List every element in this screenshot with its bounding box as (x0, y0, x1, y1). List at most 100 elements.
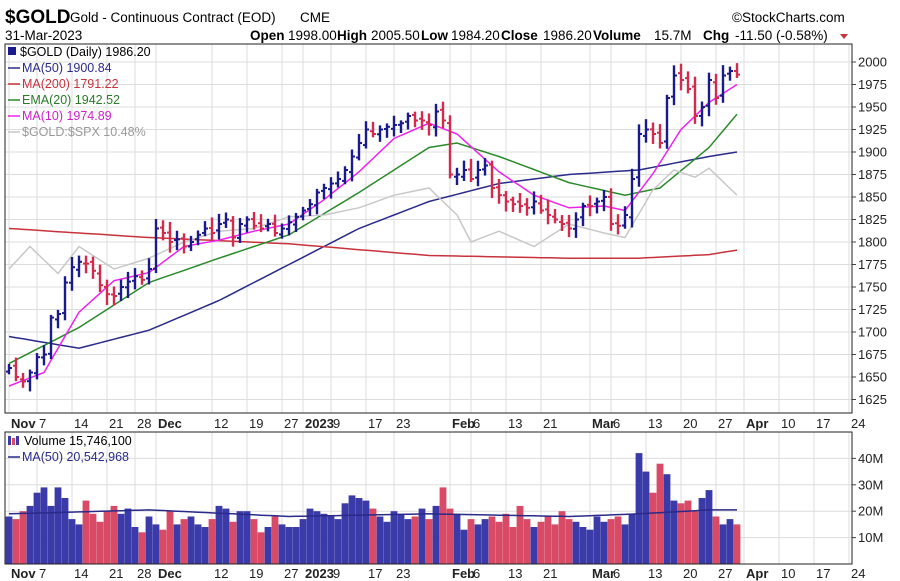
ohlc-bar (160, 220, 166, 241)
volume-bar (271, 516, 279, 564)
volume-bar (278, 524, 286, 564)
ema20-line (8, 113, 738, 365)
ohlc-bar (398, 120, 404, 134)
low-label: Low (421, 28, 448, 43)
price-x-tick-label: 24 (851, 416, 865, 431)
ohlc-bar (671, 65, 677, 106)
volume-bar (586, 529, 594, 564)
volume-bar (565, 519, 573, 564)
price-x-tick-label: 9 (333, 416, 340, 431)
open-label: Open (250, 28, 285, 43)
volume-bar (264, 527, 272, 564)
volume-label: Volume (593, 28, 641, 43)
volume-bar (691, 511, 699, 564)
volume-x-tick-label: 21 (109, 566, 123, 581)
volume-x-tick-label: 6 (473, 566, 480, 581)
volume-bar (502, 513, 510, 564)
ohlc-bar (223, 212, 229, 228)
ohlc-bar (272, 214, 278, 237)
price-x-tick-label: 13 (648, 416, 662, 431)
ohlc-bar (692, 76, 698, 124)
ohlc-bar (454, 167, 460, 186)
ohlc-bar (307, 199, 313, 216)
volume-bar (306, 508, 314, 564)
price-x-tick-label: 17 (816, 416, 830, 431)
price-x-tick-label: 21 (543, 416, 557, 431)
legend-item-ma50: MA(50) 1900.84 (22, 61, 112, 75)
price-y-tick-label: 1700 (858, 325, 887, 340)
ohlc-bar (314, 188, 320, 215)
ohlc-bar (664, 94, 670, 149)
volume-bar (481, 519, 489, 564)
high-label: High (337, 28, 367, 43)
ohlc-bar (55, 309, 61, 329)
volume-x-tick-label: Mar (592, 566, 615, 581)
open-value: 1998.00 (288, 28, 337, 43)
price-y-tick-label: 1750 (858, 280, 887, 295)
down-arrow-icon (840, 34, 848, 39)
legend-item-ratio: $GOLD:$SPX 10.48% (22, 125, 146, 139)
price-y-tick-label: 1925 (858, 122, 887, 137)
ohlc-bar (699, 101, 705, 127)
volume-x-tick-label: 27 (718, 566, 732, 581)
low-value: 1984.20 (451, 28, 500, 43)
ohlc-bar (489, 160, 495, 199)
ohlc-bar (258, 214, 264, 233)
price-x-tick-label: Mar (592, 416, 615, 431)
ohlc-bar (174, 230, 180, 251)
price-bars (6, 63, 740, 392)
price-y-axis: 1625 1650 1675 1700 1725 1750 1775 1800 1825 1850… (852, 55, 887, 407)
price-y-tick-label: 1825 (858, 212, 887, 227)
ohlc-bar (251, 211, 257, 230)
price-x-tick-label: 19 (249, 416, 263, 431)
ohlc-bar (629, 168, 635, 228)
ohlc-bar (650, 122, 656, 144)
legend-swatch-volume-c (16, 436, 19, 445)
ohlc-bar (517, 193, 523, 213)
volume-bar (229, 521, 237, 564)
ohlc-bar (6, 363, 12, 375)
ohlc-bar (293, 212, 299, 233)
volume-bar (131, 527, 139, 564)
volume-bar (208, 519, 216, 564)
ohlc-bar (475, 160, 481, 187)
ohlc-bar (111, 286, 117, 306)
volume-bar (47, 505, 55, 564)
legend-swatch-volume-a (8, 436, 11, 445)
volume-x-tick-label: 17 (816, 566, 830, 581)
price-x-tick-label: 13 (508, 416, 522, 431)
ohlc-bar (678, 63, 684, 91)
volume-bar (712, 516, 720, 564)
volume-bar (509, 527, 517, 564)
price-y-tick-label: 1725 (858, 302, 887, 317)
volume-bar (656, 463, 664, 564)
price-x-tick-label: Apr (746, 416, 768, 431)
ohlc-bar (594, 197, 600, 214)
instrument-name: Gold - Continuous Contract (EOD) (70, 10, 276, 25)
ohlc-bar (146, 258, 152, 285)
volume-bar (117, 513, 125, 564)
price-y-tick-label: 1975 (858, 77, 887, 92)
volume-x-tick-label: 23 (396, 566, 410, 581)
volume-bar (369, 508, 377, 564)
ohlc-bar (356, 134, 362, 161)
volume-x-tick-label: Dec (158, 566, 182, 581)
volume-bar (663, 474, 671, 564)
volume-bar (460, 529, 468, 564)
ohlc-bar (48, 314, 54, 360)
volume-bar (201, 527, 209, 564)
ohlc-bar (265, 218, 271, 232)
volume-bar (558, 511, 566, 564)
close-value: 1986.20 (543, 28, 592, 43)
price-y-tick-label: 1675 (858, 347, 887, 362)
volume-bar (96, 521, 104, 564)
volume-bar (355, 498, 363, 564)
volume-bar (544, 516, 552, 564)
ohlc-bar (580, 202, 586, 227)
ohlc-bar (622, 206, 628, 229)
volume-ma50-line (8, 509, 737, 518)
volume-bar (166, 511, 174, 564)
ohlc-bar (13, 357, 19, 382)
